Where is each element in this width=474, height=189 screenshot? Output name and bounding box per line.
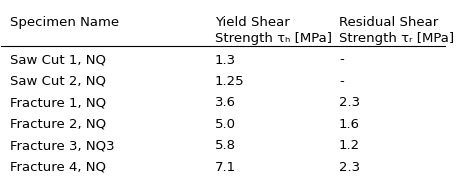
Text: Residual Shear
Strength τᵣ [MPa]: Residual Shear Strength τᵣ [MPa]	[339, 16, 454, 45]
Text: 1.25: 1.25	[215, 75, 244, 88]
Text: Saw Cut 2, NQ: Saw Cut 2, NQ	[10, 75, 106, 88]
Text: Fracture 3, NQ3: Fracture 3, NQ3	[10, 139, 115, 152]
Text: Fracture 2, NQ: Fracture 2, NQ	[10, 118, 106, 131]
Text: 1.3: 1.3	[215, 53, 236, 67]
Text: 2.3: 2.3	[339, 96, 360, 109]
Text: -: -	[339, 53, 344, 67]
Text: 1.6: 1.6	[339, 118, 360, 131]
Text: 2.3: 2.3	[339, 161, 360, 174]
Text: Specimen Name: Specimen Name	[10, 16, 119, 29]
Text: 7.1: 7.1	[215, 161, 236, 174]
Text: 5.0: 5.0	[215, 118, 236, 131]
Text: 5.8: 5.8	[215, 139, 236, 152]
Text: Fracture 1, NQ: Fracture 1, NQ	[10, 96, 106, 109]
Text: Yield Shear
Strength τₕ [MPa]: Yield Shear Strength τₕ [MPa]	[215, 16, 332, 45]
Text: Saw Cut 1, NQ: Saw Cut 1, NQ	[10, 53, 106, 67]
Text: 1.2: 1.2	[339, 139, 360, 152]
Text: 3.6: 3.6	[215, 96, 236, 109]
Text: -: -	[339, 75, 344, 88]
Text: Fracture 4, NQ: Fracture 4, NQ	[10, 161, 106, 174]
